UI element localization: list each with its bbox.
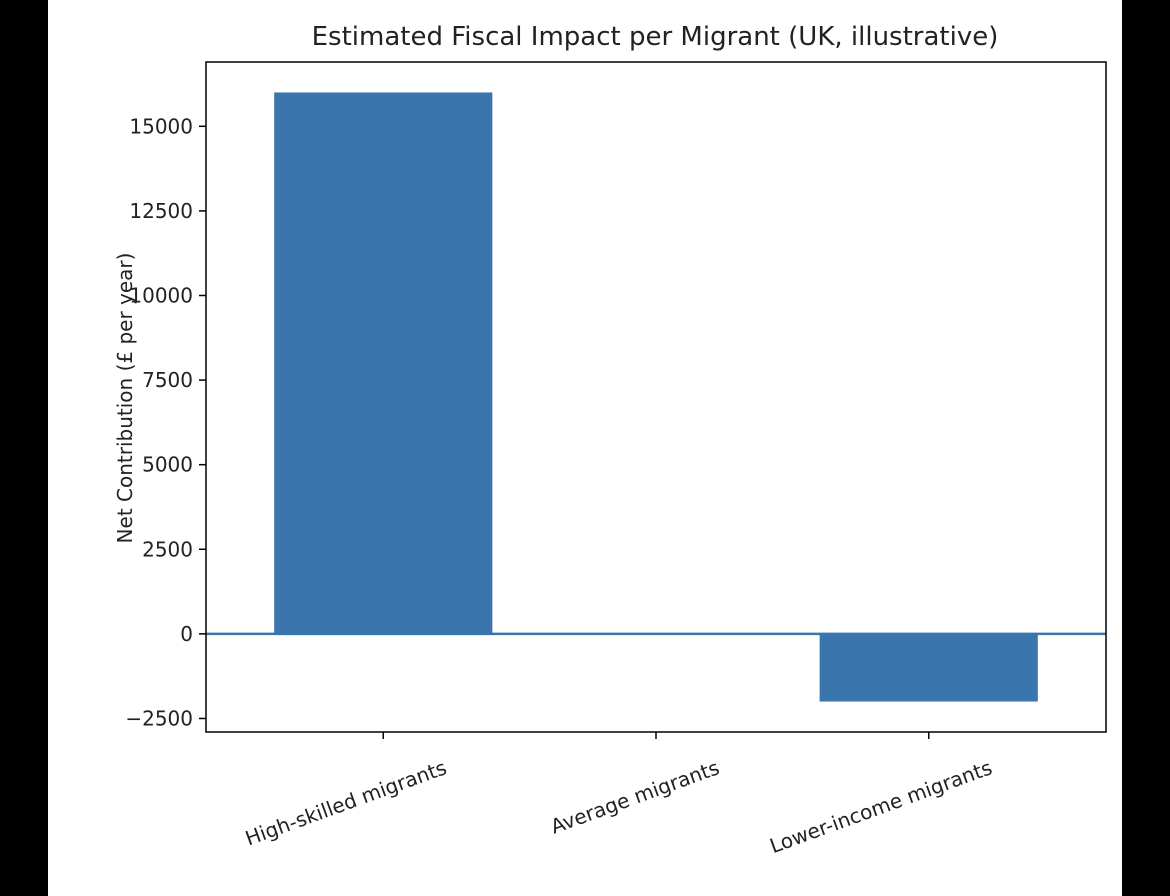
plot-frame	[205, 61, 1107, 733]
y-tick-label: −2500	[125, 706, 193, 730]
y-axis-label: Net Contribution (£ per year)	[113, 253, 137, 544]
bar-lower-income-migrants	[819, 633, 1038, 702]
y-axis-ticks: −2500 0 2500 5000 7500 10000 12500 15000	[125, 114, 206, 730]
bars-layer	[274, 92, 1038, 702]
y-tick-label: 10000	[129, 283, 193, 307]
y-tick-label: 2500	[142, 537, 193, 561]
y-tick-label: 0	[180, 622, 193, 646]
y-tick-label: 5000	[142, 453, 193, 477]
chart-figure: Estimated Fiscal Impact per Migrant (UK,…	[48, 0, 1122, 896]
bar-high-skilled-migrants	[274, 92, 493, 634]
y-tick-label: 15000	[129, 114, 193, 138]
y-tick-label: 12500	[129, 199, 193, 223]
bar-chart: Estimated Fiscal Impact per Migrant (UK,…	[48, 0, 1122, 896]
y-tick-label: 7500	[142, 368, 193, 392]
chart-title: Estimated Fiscal Impact per Migrant (UK,…	[312, 22, 999, 52]
chart-background	[48, 0, 1122, 896]
